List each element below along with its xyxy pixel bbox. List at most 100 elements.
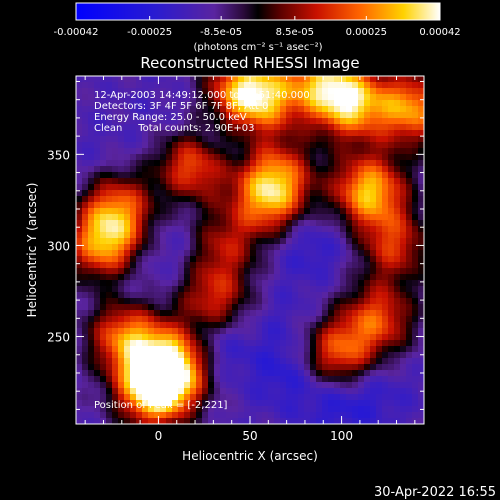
heatmap-cell xyxy=(190,154,197,161)
heatmap-cell xyxy=(352,406,359,413)
heatmap-cell xyxy=(394,412,401,419)
heatmap-cell xyxy=(316,376,323,383)
heatmap-cell xyxy=(148,202,155,209)
heatmap-cell xyxy=(274,232,281,239)
heatmap-cell xyxy=(100,82,107,89)
heatmap-cell xyxy=(394,286,401,293)
heatmap-cell xyxy=(154,352,161,359)
heatmap-cell xyxy=(400,100,407,107)
heatmap-cell xyxy=(340,100,347,107)
info-time-range: 12-Apr-2003 14:49:12.000 to 14:51:40.000 xyxy=(94,90,310,101)
heatmap-cell xyxy=(262,82,269,89)
heatmap-cell xyxy=(232,166,239,173)
heatmap-cell xyxy=(124,124,131,131)
heatmap-cell xyxy=(346,214,353,221)
heatmap-cell xyxy=(334,184,341,191)
heatmap-cell xyxy=(370,340,377,347)
heatmap-cell xyxy=(220,304,227,311)
heatmap-cell xyxy=(124,106,131,113)
heatmap-cell xyxy=(352,250,359,257)
heatmap-cell xyxy=(256,274,263,281)
heatmap-cell xyxy=(244,280,251,287)
heatmap-cell xyxy=(352,346,359,353)
heatmap-cell xyxy=(208,412,215,419)
heatmap-cell xyxy=(388,160,395,167)
heatmap-cell xyxy=(130,364,137,371)
heatmap-cell xyxy=(160,106,167,113)
heatmap-cell xyxy=(268,370,275,377)
heatmap-cell xyxy=(220,286,227,293)
heatmap-cell xyxy=(400,322,407,329)
heatmap-cell xyxy=(88,418,95,424)
heatmap-cell xyxy=(154,226,161,233)
heatmap-cell xyxy=(184,154,191,161)
heatmap-cell xyxy=(286,220,293,227)
heatmap-cell xyxy=(94,322,101,329)
heatmap-cell xyxy=(394,388,401,395)
heatmap-cell xyxy=(292,322,299,329)
heatmap-cell xyxy=(82,202,89,209)
heatmap-cell xyxy=(106,298,113,305)
heatmap-cell xyxy=(106,304,113,311)
heatmap-cell xyxy=(292,256,299,263)
heatmap-cell xyxy=(394,346,401,353)
heatmap-cell xyxy=(82,82,89,89)
heatmap-cell xyxy=(382,352,389,359)
heatmap-cell xyxy=(154,400,161,407)
heatmap-cell xyxy=(334,328,341,335)
heatmap-cell xyxy=(166,160,173,167)
heatmap-cell xyxy=(382,106,389,113)
heatmap-cell xyxy=(178,232,185,239)
heatmap-cell xyxy=(340,220,347,227)
heatmap-cell xyxy=(310,412,317,419)
heatmap-cell xyxy=(118,112,125,119)
heatmap-cell xyxy=(190,376,197,383)
heatmap-cell xyxy=(364,142,371,149)
heatmap-cell xyxy=(94,268,101,275)
heatmap-cell xyxy=(238,154,245,161)
heatmap-cell xyxy=(214,112,221,119)
heatmap-cell xyxy=(412,190,419,197)
heatmap-cell xyxy=(364,352,371,359)
heatmap-cell xyxy=(334,88,341,95)
heatmap-cell xyxy=(226,304,233,311)
heatmap-cell xyxy=(220,274,227,281)
heatmap-cell xyxy=(316,346,323,353)
heatmap-cell xyxy=(286,406,293,413)
heatmap-cell xyxy=(406,184,413,191)
heatmap-cell xyxy=(292,94,299,101)
heatmap-cell xyxy=(148,124,155,131)
heatmap-cell xyxy=(418,184,424,191)
heatmap-cell xyxy=(340,130,347,137)
heatmap-cell xyxy=(250,316,257,323)
heatmap-cell xyxy=(106,382,113,389)
heatmap-cell xyxy=(166,274,173,281)
heatmap-cell xyxy=(178,256,185,263)
heatmap-cell xyxy=(382,298,389,305)
heatmap-cell xyxy=(364,406,371,413)
heatmap-cell xyxy=(160,364,167,371)
heatmap-cell xyxy=(280,82,287,89)
heatmap-cell xyxy=(268,316,275,323)
heatmap-cell xyxy=(358,256,365,263)
heatmap-cell xyxy=(268,352,275,359)
heatmap-cell xyxy=(244,220,251,227)
heatmap-cell xyxy=(352,280,359,287)
heatmap-cell xyxy=(388,214,395,221)
heatmap-cell xyxy=(148,418,155,424)
heatmap-cell xyxy=(82,220,89,227)
heatmap-cell xyxy=(178,166,185,173)
heatmap-cell xyxy=(376,328,383,335)
heatmap-cell xyxy=(406,340,413,347)
heatmap-cell xyxy=(142,286,149,293)
heatmap-cell xyxy=(172,106,179,113)
heatmap-cell xyxy=(268,286,275,293)
heatmap-cell xyxy=(256,124,263,131)
heatmap-cell xyxy=(250,382,257,389)
heatmap-cell xyxy=(178,214,185,221)
heatmap-cell xyxy=(226,226,233,233)
heatmap-cell xyxy=(196,412,203,419)
heatmap-cell xyxy=(400,76,407,83)
heatmap-cell xyxy=(244,202,251,209)
heatmap-cell xyxy=(214,118,221,125)
